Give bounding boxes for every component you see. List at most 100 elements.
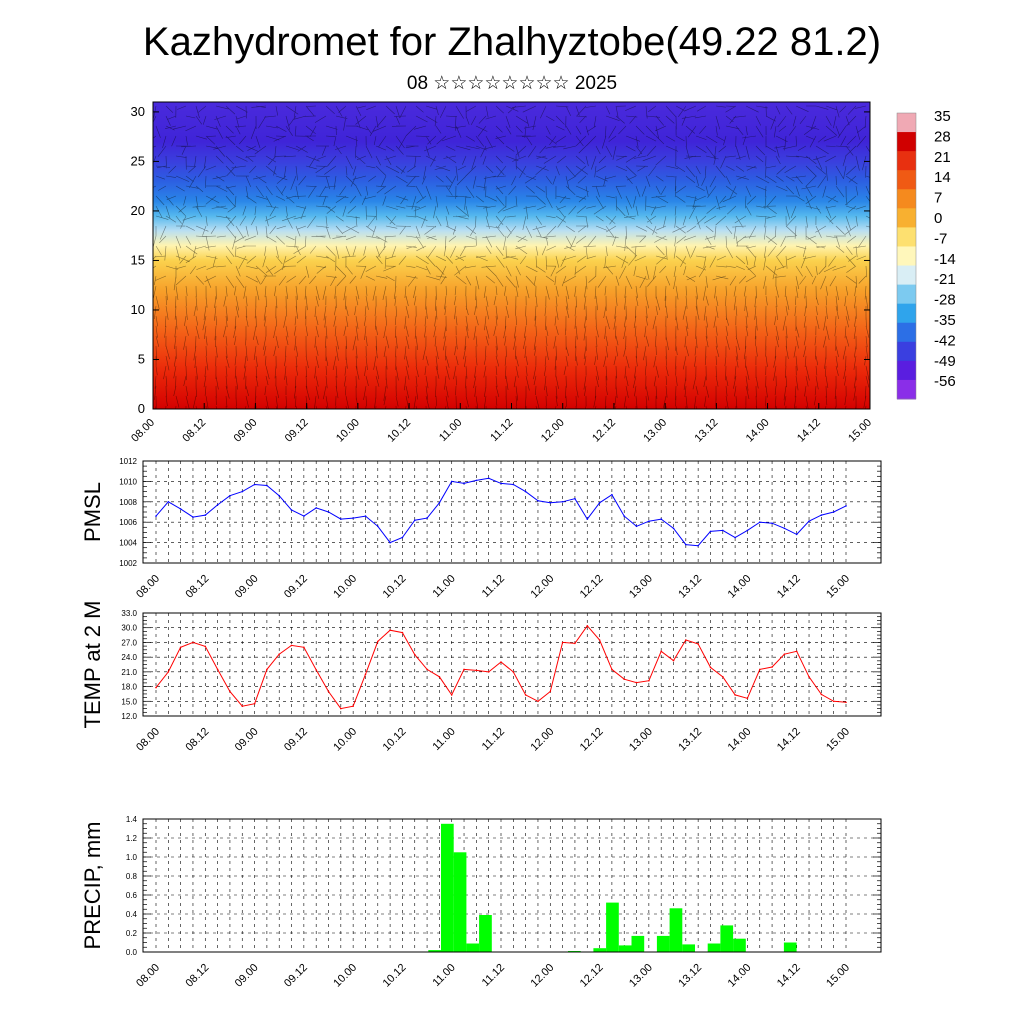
g-precip-xtick-label-5: 10.12 <box>381 962 409 990</box>
colorbar-swatch-3 <box>897 170 916 190</box>
g-temp-point-42 <box>672 659 675 662</box>
g-temp-ytick-label-5: 27.0 <box>121 638 137 647</box>
g-temp-point-31 <box>537 700 539 703</box>
g-pmsl-point-18 <box>377 525 379 528</box>
g-temp-point-11 <box>290 644 293 647</box>
g-temp-point-24 <box>450 694 453 696</box>
g-temp-point-39 <box>635 681 638 684</box>
g-pmsl-point-25 <box>463 482 465 485</box>
heat-xtick-label-14: 15.00 <box>846 417 874 445</box>
g-pmsl-xtick-label-2: 09.00 <box>233 573 261 601</box>
g-pmsl-xtick-label-10: 13.00 <box>627 573 655 601</box>
g-temp-point-51 <box>783 653 786 655</box>
colorbar-label-1: 28 <box>934 128 951 145</box>
g-pmsl-point-20 <box>401 536 404 539</box>
g-temp-point-30 <box>524 694 527 696</box>
g-precip-bar-51 <box>783 942 797 952</box>
g-precip-ytick-label-6: 1.2 <box>126 834 138 843</box>
g-temp-point-19 <box>389 629 391 631</box>
g-pmsl-point-11 <box>290 509 293 511</box>
g-precip-ytick-label-7: 1.4 <box>126 815 138 824</box>
g-pmsl-xtick-label-3: 09.12 <box>282 573 310 601</box>
g-temp-point-17 <box>364 673 367 676</box>
heat-xtick-label-2: 09.00 <box>232 417 260 445</box>
g-precip-xtick-label-14: 15.00 <box>824 962 852 990</box>
g-pmsl-point-19 <box>389 541 391 544</box>
g-precip-xtick-label-9: 12.12 <box>578 962 606 990</box>
g-pmsl-xtick-label-5: 10.12 <box>381 573 409 601</box>
g-pmsl-point-5 <box>216 504 219 506</box>
g-precip-frame <box>142 818 882 953</box>
g-temp-point-20 <box>401 631 404 634</box>
g-pmsl-point-10 <box>278 494 281 497</box>
g-precip-ytick-label-5: 1.0 <box>126 853 138 862</box>
g-pmsl-xtick-label-4: 10.00 <box>331 573 359 601</box>
g-precip-ytick-label-1: 0.2 <box>126 929 138 938</box>
colorbar-swatch-14 <box>897 379 916 400</box>
colorbar-label-9: -28 <box>934 292 956 309</box>
g-pmsl-point-17 <box>364 515 367 517</box>
g-temp-ytick-label-1: 15.0 <box>121 697 137 706</box>
g-temp-ytick-label-4: 24.0 <box>121 653 137 662</box>
g-pmsl-point-15 <box>340 518 342 520</box>
precipitation-panel: 0.0 0.2 0.4 0.6 0.8 1.0 1.2 1.4 08.00 08.12 09.00 0… <box>80 815 882 990</box>
g-precip-bar-47 <box>733 938 746 952</box>
heat-xtick-label-12: 14.00 <box>744 417 772 445</box>
g-pmsl-point-24 <box>450 480 453 483</box>
g-precip-xtick-label-2: 09.00 <box>233 962 261 990</box>
g-temp-frame <box>142 612 882 717</box>
g-temp-point-52 <box>795 650 798 653</box>
g-pmsl-point-34 <box>574 497 576 500</box>
g-temp-point-45 <box>709 666 712 669</box>
colorbar-label-7: -14 <box>934 251 956 268</box>
g-temp-point-48 <box>746 697 749 700</box>
colorbar: 35 28 21 14 7 0 -7 -14 -21 -28 -35 -42 -49 -56 <box>896 108 956 400</box>
g-pmsl-point-37 <box>611 493 613 496</box>
g-precip-xtick-label-10: 13.00 <box>627 962 655 990</box>
g-pmsl-frame <box>142 460 882 564</box>
heat-ytick-label-3: 15 <box>131 252 145 267</box>
g-temp-point-32 <box>549 690 552 693</box>
g-temp-point-46 <box>722 676 724 678</box>
g-temp-point-10 <box>278 653 281 655</box>
heat-xtick-label-7: 11.12 <box>488 417 515 444</box>
g-precip-xtick-label-0: 08.00 <box>134 962 162 990</box>
colorbar-label-13: -56 <box>934 373 956 390</box>
g-precip-xtick-label-12: 14.00 <box>726 962 754 990</box>
g-pmsl-point-33 <box>561 501 564 503</box>
g-temp-xtick-label-13: 14.12 <box>775 726 803 754</box>
colorbar-label-4: 7 <box>934 190 942 207</box>
g-precip-bar-43 <box>682 944 695 952</box>
heat-xtick-label-8: 12.00 <box>539 417 567 445</box>
g-precip-xtick-label-13: 14.12 <box>775 962 803 990</box>
g-temp-point-54 <box>820 693 823 696</box>
g-precip-ytick-label-4: 0.8 <box>126 872 138 881</box>
g-precip-ylabel: PRECIP, mm <box>80 822 105 950</box>
g-temp-point-25 <box>463 668 465 671</box>
g-temp-point-15 <box>340 707 342 710</box>
g-pmsl-point-41 <box>660 518 662 520</box>
g-temp-xtick-label-3: 09.12 <box>282 726 310 754</box>
colorbar-label-11: -42 <box>934 332 956 349</box>
g-temp-point-41 <box>660 650 662 653</box>
colorbar-frame <box>896 112 917 400</box>
g-temp-point-47 <box>734 694 736 696</box>
g-temp-point-38 <box>623 678 625 680</box>
g-temp-xtick-label-6: 11.00 <box>430 726 457 753</box>
g-temp-xtick-label-0: 08.00 <box>134 726 162 754</box>
g-precip-bar-23 <box>428 950 441 952</box>
colorbar-label-5: 0 <box>934 210 942 227</box>
g-precip-bar-25 <box>453 852 467 953</box>
g-temp-point-34 <box>574 642 576 645</box>
g-pmsl-point-30 <box>524 490 527 493</box>
g-temp-point-29 <box>512 671 515 673</box>
g-precip-xtick-label-3: 09.12 <box>282 962 310 990</box>
g-temp-point-5 <box>216 668 219 671</box>
heat-xtick-label-10: 13.00 <box>641 417 669 445</box>
g-pmsl-point-48 <box>746 529 749 532</box>
g-temp-point-55 <box>832 700 835 703</box>
g-temp-point-33 <box>561 641 564 644</box>
g-temp-point-0 <box>155 686 157 689</box>
colorbar-swatch-2 <box>897 151 916 171</box>
